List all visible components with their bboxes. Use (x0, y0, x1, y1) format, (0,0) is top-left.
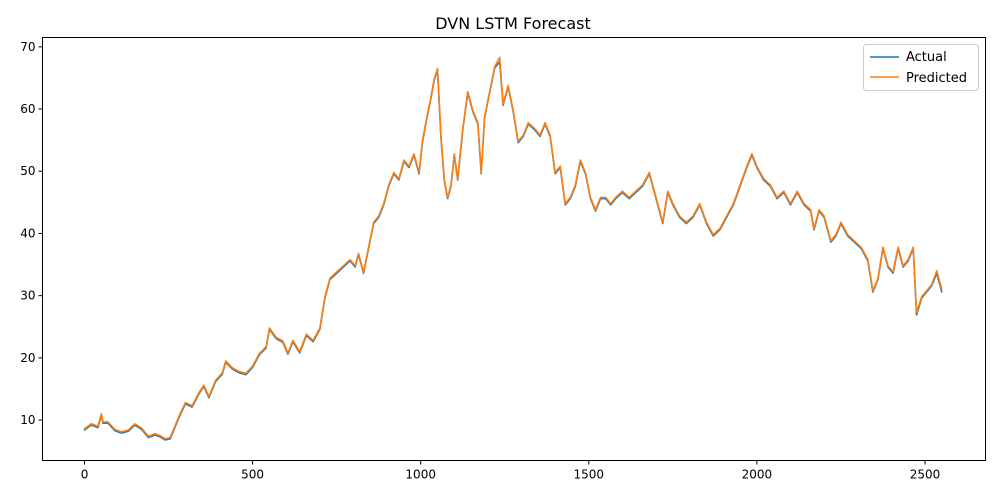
y-tick-label: 60 (20, 102, 35, 116)
legend-box (863, 44, 979, 91)
plot-area (42, 37, 986, 461)
series-line-predicted (83, 56, 943, 440)
plot-frame (42, 37, 986, 461)
x-tick-label: 0 (81, 468, 89, 482)
x-axis: 0 500 1000 1500 2000 2500 (81, 460, 941, 482)
y-tick-label: 30 (20, 289, 35, 303)
y-tick-label: 10 (20, 413, 35, 427)
legend: Actual Predicted (863, 44, 979, 91)
chart-title: DVN LSTM Forecast (435, 14, 590, 33)
x-tick-label: 2000 (742, 468, 773, 482)
x-tick-label: 2500 (910, 468, 941, 482)
legend-label-actual: Actual (906, 50, 947, 65)
x-tick-label: 1500 (574, 468, 605, 482)
y-tick-label: 70 (20, 40, 35, 54)
series-layer (83, 56, 943, 441)
y-tick-label: 20 (20, 351, 35, 365)
y-tick-label: 40 (20, 226, 35, 240)
y-axis: 10 20 30 40 50 60 70 (20, 40, 43, 427)
x-tick-label: 1000 (405, 468, 436, 482)
y-tick-label: 50 (20, 164, 35, 178)
x-tick-label: 500 (241, 468, 264, 482)
legend-label-predicted: Predicted (906, 71, 967, 86)
